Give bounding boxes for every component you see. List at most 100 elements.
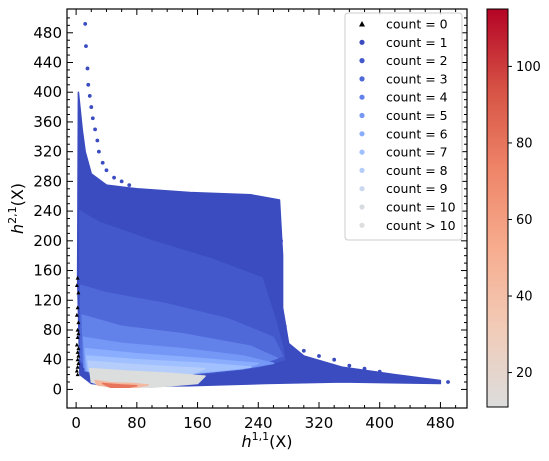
data-point [244, 200, 249, 205]
data-point [446, 380, 450, 384]
legend-label: count = 5 [386, 108, 448, 123]
data-point [90, 116, 95, 121]
count-0-point [75, 335, 80, 340]
count-0-point [75, 275, 80, 280]
x-tick-label: 400 [365, 414, 394, 432]
count-0-point [76, 353, 81, 358]
data-point [282, 324, 287, 329]
colorbar-tick-label: 40 [516, 290, 533, 305]
data-point [279, 238, 283, 243]
data-point [83, 21, 88, 26]
y-tick-label: 240 [33, 202, 62, 220]
plot-area [74, 21, 450, 388]
legend-marker [359, 167, 365, 173]
x-axis-title: h1,1(X) [241, 430, 292, 451]
data-point [355, 374, 359, 378]
y-tick-label: 160 [33, 262, 62, 280]
data-point [309, 365, 314, 370]
data-point [392, 374, 397, 378]
legend-entry: count = 7 [359, 145, 448, 160]
count-0-point [76, 290, 81, 295]
legend-label: count = 3 [386, 71, 448, 86]
data-point [248, 212, 253, 216]
colorbar-tick-label: 80 [516, 136, 533, 151]
legend-entry: count = 1 [359, 35, 448, 50]
data-point [301, 348, 306, 353]
count-0-point [76, 361, 81, 366]
data-point [93, 127, 97, 132]
legend-label: count = 7 [386, 145, 448, 160]
legend-label: count = 9 [386, 181, 448, 196]
count-0-point [75, 357, 80, 362]
count-0-point [76, 346, 81, 351]
count-0-point [75, 327, 80, 332]
data-point [275, 201, 280, 206]
colorbar-gradient [486, 8, 509, 408]
legend-marker [359, 131, 365, 137]
colorbar-tick-label: 100 [516, 60, 541, 75]
count-0-point [74, 368, 79, 373]
data-point [127, 183, 132, 187]
colorbar: 20 40 60 80 100 [486, 8, 541, 408]
data-point [96, 149, 101, 154]
x-axis: 0 80 160 240 320 400 480 [71, 9, 457, 432]
data-point [408, 377, 412, 381]
y-axis-title: h2,1(X) [6, 183, 27, 234]
count-0-point [76, 320, 81, 325]
legend-marker [359, 204, 365, 210]
legend-marker [359, 222, 365, 228]
legend-label: count = 0 [386, 17, 448, 32]
legend-marker [359, 76, 365, 82]
y-tick-label: 200 [33, 232, 62, 250]
legend: count = 0 count = 1 count = 2 count = 3 coun… [344, 12, 463, 241]
legend-marker [359, 94, 365, 100]
data-point [87, 94, 92, 98]
legend-entry: count = 4 [359, 90, 448, 105]
legend-marker [359, 112, 365, 119]
data-point [210, 200, 215, 205]
legend-marker [359, 149, 365, 155]
data-point [95, 138, 100, 143]
y-tick-label: 0 [52, 380, 62, 398]
legend-label: count = 6 [386, 126, 448, 141]
legend-entry: count = 3 [359, 71, 448, 86]
y-tick-label: 480 [33, 24, 62, 42]
data-point [423, 378, 428, 383]
y-tick-label: 320 [33, 143, 62, 161]
data-point [317, 354, 321, 358]
y-axis: 0 40 80 120 160 200 240 280 320 360 400 440 480 [33, 17, 467, 398]
count-0-point [74, 283, 79, 288]
x-tick-label: 240 [244, 414, 273, 432]
data-point [112, 175, 116, 180]
legend-label: count = 4 [386, 90, 448, 105]
data-point [339, 372, 344, 377]
y-tick-label: 120 [33, 291, 62, 309]
legend-label: count = 1 [386, 35, 448, 50]
data-point [267, 276, 272, 280]
count-0-point [75, 305, 80, 310]
data-point [226, 200, 230, 205]
colorbar-tick-label: 60 [516, 213, 533, 228]
data-point [332, 357, 337, 362]
data-point [279, 313, 283, 318]
legend-entry: count = 2 [359, 53, 448, 68]
legend-label: count = 2 [386, 53, 448, 68]
count-0-point [74, 312, 79, 317]
legend-entry: count = 0 [359, 17, 448, 32]
legend-entry: count = 10 [359, 200, 456, 215]
colorbar-tick-label: 20 [516, 366, 533, 381]
x-tick-label: 320 [305, 414, 334, 432]
data-point [86, 82, 91, 87]
data-point [377, 369, 382, 374]
legend-marker [359, 58, 365, 64]
legend-marker [359, 21, 365, 27]
legend-entry: count = 6 [359, 126, 448, 141]
x-tick-label: 0 [71, 414, 81, 432]
x-tick-label: 80 [127, 414, 146, 432]
data-point [279, 257, 283, 262]
region-count-10-10 [101, 382, 138, 388]
data-point [273, 298, 277, 303]
legend-marker [359, 186, 365, 192]
x-tick-label: 480 [426, 414, 455, 432]
